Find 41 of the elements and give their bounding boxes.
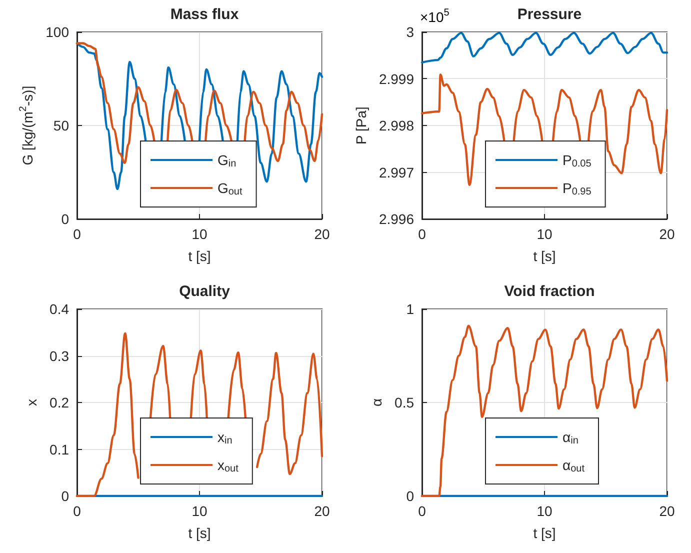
y-tick-label: 0	[61, 488, 70, 504]
y-tick-label: 2.999	[378, 70, 414, 87]
y-axis-title: P [Pa]	[353, 106, 370, 144]
chart-title: Mass flux	[170, 6, 240, 23]
line-series	[420, 324, 668, 498]
y-axis-title: G [kg/(m2-s)]	[18, 86, 36, 166]
y-axis-title: x	[24, 399, 40, 406]
y-tick-label: 0	[61, 211, 70, 227]
y-tick-label: 50	[53, 118, 70, 134]
y-tick-label: 100	[46, 24, 70, 40]
x-tick-label: 10	[192, 503, 208, 519]
x-axis-title: t [s]	[188, 525, 211, 541]
y-tick-label: 0.3	[50, 348, 70, 364]
y-tick-label: 2.997	[378, 164, 414, 180]
x-tick-label: 20	[314, 503, 330, 519]
y-axis-title: α	[368, 398, 385, 407]
y-tick-label: 2.998	[378, 118, 414, 134]
y-tick-label: 0.1	[50, 441, 70, 458]
chart-title: Pressure	[517, 6, 582, 23]
x-tick-label: 10	[192, 226, 208, 242]
y-tick-label: 0.4	[50, 301, 70, 317]
chart-title: Quality	[179, 283, 231, 300]
y-tick-label: 1	[406, 301, 414, 317]
x-axis-title: t [s]	[188, 248, 211, 264]
x-tick-label: 20	[659, 226, 675, 242]
x-tick-label: 0	[418, 503, 426, 519]
x-axis-title: t [s]	[533, 525, 556, 541]
chart-title: Void fraction	[504, 283, 595, 300]
x-tick-label: 20	[314, 226, 330, 242]
x-tick-label: 10	[536, 226, 552, 242]
x-axis-title: t [s]	[533, 248, 556, 264]
y-tick-label: 3	[406, 24, 414, 40]
x-tick-label: 10	[536, 503, 552, 519]
y-tick-label: 0.5	[394, 394, 414, 410]
x-tick-label: 20	[659, 503, 675, 519]
x-tick-label: 0	[73, 226, 82, 242]
x-tick-label: 0	[73, 503, 82, 519]
x-tick-label: 0	[418, 226, 426, 242]
y-tick-label: 0.2	[50, 394, 70, 410]
y-tick-label: 0	[406, 488, 414, 504]
y-tick-label: 2.996	[378, 211, 414, 227]
